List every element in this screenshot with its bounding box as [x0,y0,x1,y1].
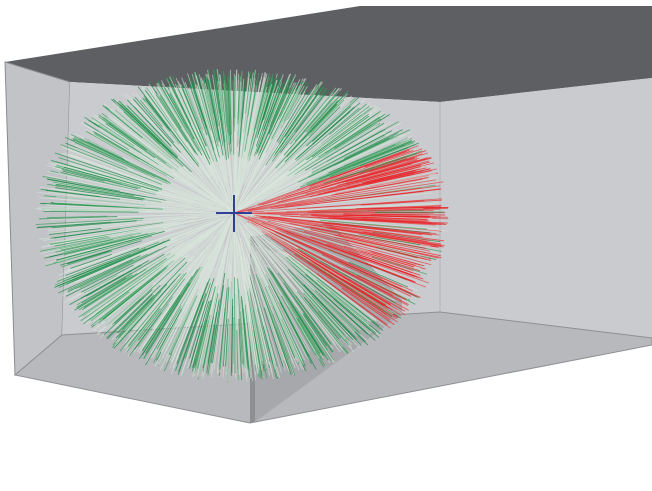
page: (() => { const data = JSON.parse(documen… [0,0,652,491]
scene [0,0,652,491]
